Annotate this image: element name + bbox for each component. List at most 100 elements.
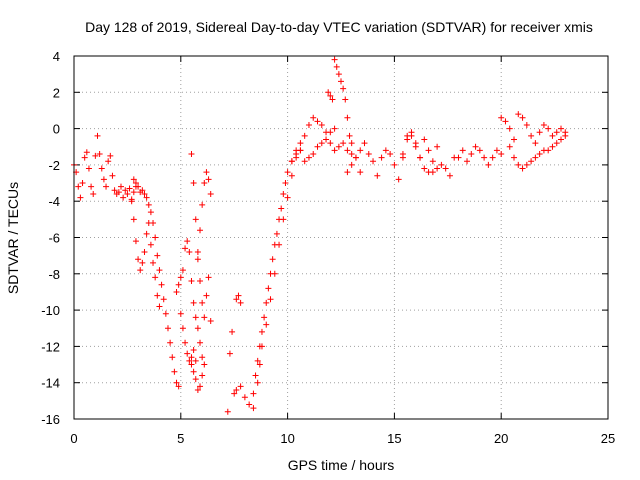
data-point xyxy=(256,343,263,350)
data-point xyxy=(124,190,131,197)
data-point xyxy=(135,256,142,263)
data-point xyxy=(370,158,377,165)
data-point xyxy=(408,129,415,136)
data-point xyxy=(162,310,169,317)
data-point xyxy=(485,161,492,168)
data-point xyxy=(352,154,359,161)
data-point xyxy=(310,114,317,121)
series-segment-11 xyxy=(250,114,338,397)
y-tick-label: -2 xyxy=(48,158,60,173)
series-segment-3 xyxy=(128,198,163,310)
data-point xyxy=(481,154,488,161)
data-point xyxy=(188,354,195,361)
data-point xyxy=(154,252,161,259)
data-point xyxy=(305,121,312,128)
data-point xyxy=(184,350,191,357)
data-point xyxy=(288,172,295,179)
data-point xyxy=(549,132,556,139)
data-point xyxy=(75,183,82,190)
data-point xyxy=(107,152,114,159)
data-point xyxy=(269,256,276,263)
x-axis-label: GPS time / hours xyxy=(288,457,395,473)
data-point xyxy=(231,390,238,397)
data-point xyxy=(139,187,146,194)
series-segment-16 xyxy=(498,111,569,147)
data-point xyxy=(117,183,124,190)
data-point xyxy=(314,143,321,150)
data-point xyxy=(278,205,285,212)
data-point xyxy=(94,132,101,139)
series-segment-14 xyxy=(344,132,441,183)
data-point xyxy=(357,169,364,176)
series-segment-12 xyxy=(288,136,364,165)
data-point xyxy=(314,118,321,125)
y-tick-label: -4 xyxy=(48,194,60,209)
data-point xyxy=(553,129,560,136)
data-point xyxy=(404,132,411,139)
data-point xyxy=(348,151,355,158)
data-point xyxy=(282,180,289,187)
data-point xyxy=(186,249,193,256)
data-point xyxy=(263,299,270,306)
data-point xyxy=(158,281,165,288)
data-point xyxy=(250,405,257,412)
series-segment-8 xyxy=(188,361,208,393)
data-point xyxy=(498,151,505,158)
data-point xyxy=(145,219,152,226)
data-point xyxy=(265,285,272,292)
data-point xyxy=(152,234,159,241)
y-tick-label: 4 xyxy=(53,49,60,64)
data-point xyxy=(192,314,199,321)
data-point xyxy=(256,361,263,368)
data-point xyxy=(331,125,338,132)
data-point xyxy=(188,151,195,158)
data-point xyxy=(335,143,342,150)
x-tick-label: 0 xyxy=(70,431,77,446)
data-point xyxy=(434,143,441,150)
data-point xyxy=(164,325,171,332)
data-point xyxy=(344,114,351,121)
data-point xyxy=(489,154,496,161)
data-point xyxy=(338,78,344,85)
data-point xyxy=(528,132,535,139)
data-point xyxy=(250,390,257,397)
data-point xyxy=(126,185,133,192)
data-point xyxy=(417,154,424,161)
y-axis-label: SDTVAR / TECUs xyxy=(5,182,21,294)
data-point xyxy=(190,180,197,187)
y-tick-label: -10 xyxy=(41,303,60,318)
data-point xyxy=(90,190,97,197)
data-point xyxy=(194,249,201,256)
data-point xyxy=(506,143,513,150)
data-point xyxy=(536,151,543,158)
data-point xyxy=(201,180,208,187)
x-tick-label: 15 xyxy=(387,431,401,446)
data-point xyxy=(120,194,127,201)
data-point xyxy=(378,154,385,161)
data-point xyxy=(233,296,240,303)
data-point xyxy=(197,227,204,234)
y-tick-label: -8 xyxy=(48,267,60,282)
data-point xyxy=(459,147,466,154)
data-point xyxy=(182,339,189,346)
data-point xyxy=(199,299,206,306)
data-point xyxy=(115,189,122,196)
data-point xyxy=(493,147,500,154)
data-point xyxy=(254,379,261,386)
data-point xyxy=(305,154,312,161)
data-point xyxy=(502,118,509,125)
data-point xyxy=(258,328,265,335)
data-marks xyxy=(71,56,569,415)
data-point xyxy=(235,292,242,299)
y-tick-label: 2 xyxy=(53,85,60,100)
data-point xyxy=(399,151,406,158)
data-point xyxy=(173,379,180,386)
data-point xyxy=(241,394,248,401)
data-point xyxy=(233,386,240,393)
data-point xyxy=(179,325,186,332)
data-point xyxy=(506,125,513,132)
data-point xyxy=(83,149,90,156)
data-point xyxy=(348,161,355,168)
data-point xyxy=(523,161,530,168)
